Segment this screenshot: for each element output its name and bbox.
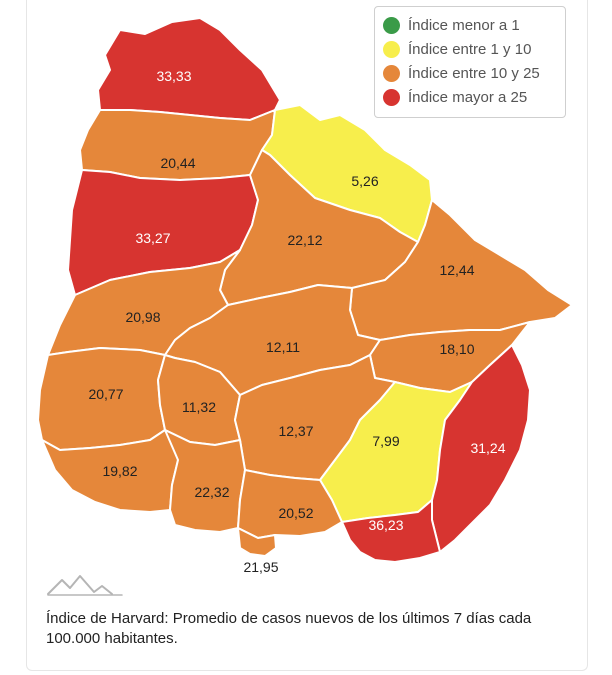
department-label: 11,32: [182, 399, 216, 415]
department-region[interactable]: [431, 344, 531, 553]
legend-dot: [383, 40, 400, 58]
department-label: 18,10: [439, 341, 474, 357]
department-regions: [37, 17, 573, 563]
mountain-logo-icon: [47, 575, 123, 596]
legend-label: Índice entre 1 y 10: [408, 40, 532, 58]
department-label: 12,44: [439, 262, 474, 278]
legend-item: Índice mayor a 25: [383, 85, 565, 109]
department-region[interactable]: [164, 429, 246, 533]
department-label: 31,24: [470, 440, 505, 456]
legend-item: Índice entre 10 y 25: [383, 61, 565, 85]
department-region[interactable]: [341, 499, 441, 563]
department-label: 20,52: [278, 505, 313, 521]
department-label: 22,12: [287, 232, 322, 248]
department-label: 33,33: [156, 68, 191, 84]
department-labels: 33,33 20,44 5,26 33,27 22,12 12,44 20,98…: [88, 68, 505, 575]
map-legend: Índice menor a 1 Índice entre 1 y 10 Índ…: [374, 6, 566, 118]
legend-item: Índice entre 1 y 10: [383, 37, 565, 61]
legend-label: Índice menor a 1: [408, 16, 520, 34]
department-label: 20,44: [160, 155, 195, 171]
legend-dot: [383, 64, 400, 82]
legend-item: Índice menor a 1: [383, 13, 565, 37]
department-label: 20,77: [88, 386, 123, 402]
department-label: 22,32: [194, 484, 229, 500]
department-label: 20,98: [125, 309, 160, 325]
legend-dot: [383, 88, 400, 106]
map-caption: Índice de Harvard: Promedio de casos nue…: [46, 610, 532, 647]
department-label: 12,37: [278, 423, 313, 439]
uruguay-map: 33,33 20,44 5,26 33,27 22,12 12,44 20,98…: [37, 17, 573, 575]
department-label: 21,95: [243, 559, 278, 575]
department-label: 7,99: [372, 433, 399, 449]
department-label: 12,11: [266, 339, 300, 355]
legend-label: Índice entre 10 y 25: [408, 64, 540, 82]
department-label: 33,27: [135, 230, 170, 246]
department-label: 36,23: [368, 517, 403, 533]
department-label: 5,26: [351, 173, 378, 189]
legend-label: Índice mayor a 25: [408, 88, 528, 106]
department-label: 19,82: [102, 463, 137, 479]
department-region[interactable]: [237, 527, 277, 557]
legend-dot: [383, 16, 400, 34]
